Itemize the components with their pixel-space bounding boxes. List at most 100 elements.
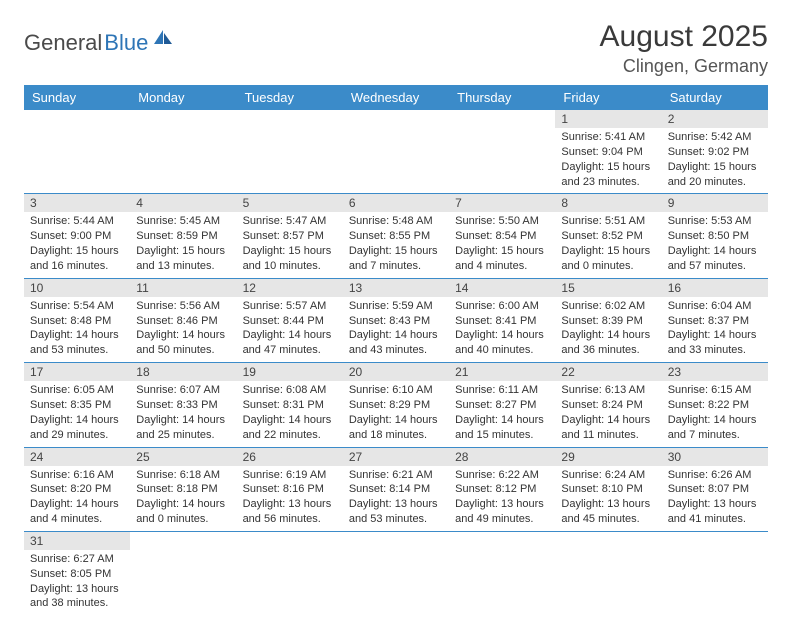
day-details: Sunrise: 5:47 AMSunset: 8:57 PMDaylight:… bbox=[237, 212, 343, 277]
calendar-week-row: 3 Sunrise: 5:44 AMSunset: 9:00 PM Daylight… bbox=[24, 194, 768, 278]
daylight-text: Daylight: 14 hours and 4 minutes. bbox=[30, 497, 124, 527]
calendar-day-cell: 9Sunrise: 5:53 AMSunset: 8:50 PMDaylight… bbox=[662, 194, 768, 278]
day-number: 24 bbox=[24, 448, 130, 466]
calendar-week-row: 10Sunrise: 5:54 AMSunset: 8:48 PMDayligh… bbox=[24, 278, 768, 362]
calendar-day-cell: 25Sunrise: 6:18 AMSunset: 8:18 PMDayligh… bbox=[130, 447, 236, 531]
sunrise-text: Sunrise: 5:57 AM bbox=[243, 299, 337, 314]
day-number: 6 bbox=[343, 194, 449, 212]
sunrise-text: Sunrise: 6:16 AM bbox=[30, 468, 124, 483]
daylight-text: Daylight: 14 hours and 33 minutes. bbox=[668, 328, 762, 358]
calendar-day-cell: 5Sunrise: 5:47 AMSunset: 8:57 PMDaylight… bbox=[237, 194, 343, 278]
sunrise-text: Sunrise: 5:53 AM bbox=[668, 214, 762, 229]
weekday-header: Sunday bbox=[24, 85, 130, 110]
day-number: 23 bbox=[662, 363, 768, 381]
day-details: Sunrise: 5:51 AMSunset: 8:52 PMDaylight:… bbox=[555, 212, 661, 277]
sunset-text: Sunset: 8:27 PM bbox=[455, 398, 549, 413]
sunrise-text: Sunrise: 5:44 AM bbox=[30, 214, 124, 229]
day-number: 13 bbox=[343, 279, 449, 297]
daylight-text: Daylight: 14 hours and 40 minutes. bbox=[455, 328, 549, 358]
calendar-day-cell: 2Sunrise: 5:42 AMSunset: 9:02 PMDaylight… bbox=[662, 110, 768, 194]
calendar-day-cell: 3Sunrise: 5:44 AMSunset: 9:00 PMDaylight… bbox=[24, 194, 130, 278]
calendar-day-cell: 11Sunrise: 5:56 AMSunset: 8:46 PMDayligh… bbox=[130, 278, 236, 362]
sunset-text: Sunset: 8:54 PM bbox=[455, 229, 549, 244]
day-number: 12 bbox=[237, 279, 343, 297]
day-details: Sunrise: 5:59 AMSunset: 8:43 PMDaylight:… bbox=[343, 297, 449, 362]
day-details: Sunrise: 6:26 AMSunset: 8:07 PMDaylight:… bbox=[662, 466, 768, 531]
sail-icon bbox=[152, 28, 174, 51]
calendar-day-cell: 26Sunrise: 6:19 AMSunset: 8:16 PMDayligh… bbox=[237, 447, 343, 531]
location-subtitle: Clingen, Germany bbox=[600, 56, 768, 77]
sunrise-text: Sunrise: 6:02 AM bbox=[561, 299, 655, 314]
sunrise-text: Sunrise: 5:45 AM bbox=[136, 214, 230, 229]
sunrise-text: Sunrise: 5:47 AM bbox=[243, 214, 337, 229]
calendar-empty-cell bbox=[343, 531, 449, 615]
logo-text-blue: Blue bbox=[104, 30, 148, 56]
day-number: 3 bbox=[24, 194, 130, 212]
sunrise-text: Sunrise: 5:56 AM bbox=[136, 299, 230, 314]
calendar-day-cell: 13Sunrise: 5:59 AMSunset: 8:43 PMDayligh… bbox=[343, 278, 449, 362]
calendar-day-cell: 15Sunrise: 6:02 AMSunset: 8:39 PMDayligh… bbox=[555, 278, 661, 362]
day-number: 28 bbox=[449, 448, 555, 466]
sunrise-text: Sunrise: 6:10 AM bbox=[349, 383, 443, 398]
sunset-text: Sunset: 8:12 PM bbox=[455, 482, 549, 497]
weekday-header: Tuesday bbox=[237, 85, 343, 110]
sunset-text: Sunset: 8:33 PM bbox=[136, 398, 230, 413]
day-details: Sunrise: 6:15 AMSunset: 8:22 PMDaylight:… bbox=[662, 381, 768, 446]
calendar-header-row: SundayMondayTuesdayWednesdayThursdayFrid… bbox=[24, 85, 768, 110]
daylight-text: Daylight: 13 hours and 56 minutes. bbox=[243, 497, 337, 527]
calendar-day-cell: 12 Sunrise: 5:57 AMSunset: 8:44 PMDayligh… bbox=[237, 278, 343, 362]
sunset-text: Sunset: 8:44 PM bbox=[243, 314, 337, 329]
calendar-day-cell: 28Sunrise: 6:22 AMSunset: 8:12 PMDayligh… bbox=[449, 447, 555, 531]
sunset-text: Sunset: 8:55 PM bbox=[349, 229, 443, 244]
daylight-text: Daylight: 15 hours and 20 minutes. bbox=[668, 160, 762, 190]
day-number: 5 bbox=[237, 194, 343, 212]
calendar-empty-cell bbox=[24, 110, 130, 194]
daylight-text: Daylight: 15 hours and 7 minutes. bbox=[349, 244, 443, 274]
calendar-day-cell: 22Sunrise: 6:13 AMSunset: 8:24 PMDayligh… bbox=[555, 363, 661, 447]
calendar-day-cell: 29Sunrise: 6:24 AMSunset: 8:10 PMDayligh… bbox=[555, 447, 661, 531]
weekday-header: Monday bbox=[130, 85, 236, 110]
day-number: 15 bbox=[555, 279, 661, 297]
calendar-week-row: 1Sunrise: 5:41 AMSunset: 9:04 PMDaylight… bbox=[24, 110, 768, 194]
calendar-day-cell: 4Sunrise: 5:45 AMSunset: 8:59 PMDaylight… bbox=[130, 194, 236, 278]
day-number: 10 bbox=[24, 279, 130, 297]
day-details: Sunrise: 6:04 AMSunset: 8:37 PMDaylight:… bbox=[662, 297, 768, 362]
calendar-day-cell: 1Sunrise: 5:41 AMSunset: 9:04 PMDaylight… bbox=[555, 110, 661, 194]
daylight-text: Daylight: 14 hours and 36 minutes. bbox=[561, 328, 655, 358]
calendar-day-cell: 23Sunrise: 6:15 AMSunset: 8:22 PMDayligh… bbox=[662, 363, 768, 447]
day-details: Sunrise: 6:08 AMSunset: 8:31 PMDaylight:… bbox=[237, 381, 343, 446]
calendar-day-cell: 24 Sunrise: 6:16 AMSunset: 8:20 PMDayligh… bbox=[24, 447, 130, 531]
sunset-text: Sunset: 8:20 PM bbox=[30, 482, 124, 497]
sunrise-text: Sunrise: 6:08 AM bbox=[243, 383, 337, 398]
day-number: 18 bbox=[130, 363, 236, 381]
daylight-text: Daylight: 14 hours and 47 minutes. bbox=[243, 328, 337, 358]
day-number: 25 bbox=[130, 448, 236, 466]
calendar-day-cell: 31Sunrise: 6:27 AMSunset: 8:05 PMDayligh… bbox=[24, 531, 130, 615]
day-details: Sunrise: 5:53 AMSunset: 8:50 PMDaylight:… bbox=[662, 212, 768, 277]
sunset-text: Sunset: 9:00 PM bbox=[30, 229, 124, 244]
sunset-text: Sunset: 8:41 PM bbox=[455, 314, 549, 329]
day-number: 27 bbox=[343, 448, 449, 466]
calendar-day-cell: 30Sunrise: 6:26 AMSunset: 8:07 PMDayligh… bbox=[662, 447, 768, 531]
sunrise-text: Sunrise: 6:22 AM bbox=[455, 468, 549, 483]
page-header: GeneralBlue August 2025 Clingen, Germany bbox=[24, 20, 768, 77]
day-details: Sunrise: 6:24 AMSunset: 8:10 PMDaylight:… bbox=[555, 466, 661, 531]
calendar-day-cell: 7Sunrise: 5:50 AMSunset: 8:54 PMDaylight… bbox=[449, 194, 555, 278]
sunrise-text: Sunrise: 6:27 AM bbox=[30, 552, 124, 567]
calendar-empty-cell bbox=[130, 110, 236, 194]
calendar-body: 1Sunrise: 5:41 AMSunset: 9:04 PMDaylight… bbox=[24, 110, 768, 615]
sunrise-text: Sunrise: 6:19 AM bbox=[243, 468, 337, 483]
day-details: Sunrise: 6:22 AMSunset: 8:12 PMDaylight:… bbox=[449, 466, 555, 531]
sunrise-text: Sunrise: 6:04 AM bbox=[668, 299, 762, 314]
sunrise-text: Sunrise: 5:59 AM bbox=[349, 299, 443, 314]
sunset-text: Sunset: 8:10 PM bbox=[561, 482, 655, 497]
calendar-day-cell: 27Sunrise: 6:21 AMSunset: 8:14 PMDayligh… bbox=[343, 447, 449, 531]
sunset-text: Sunset: 8:52 PM bbox=[561, 229, 655, 244]
day-number: 7 bbox=[449, 194, 555, 212]
day-number: 4 bbox=[130, 194, 236, 212]
day-details: Sunrise: 5:42 AMSunset: 9:02 PMDaylight:… bbox=[662, 128, 768, 193]
day-number: 17 bbox=[24, 363, 130, 381]
calendar-empty-cell bbox=[449, 531, 555, 615]
sunset-text: Sunset: 8:29 PM bbox=[349, 398, 443, 413]
calendar-day-cell: 16Sunrise: 6:04 AMSunset: 8:37 PMDayligh… bbox=[662, 278, 768, 362]
